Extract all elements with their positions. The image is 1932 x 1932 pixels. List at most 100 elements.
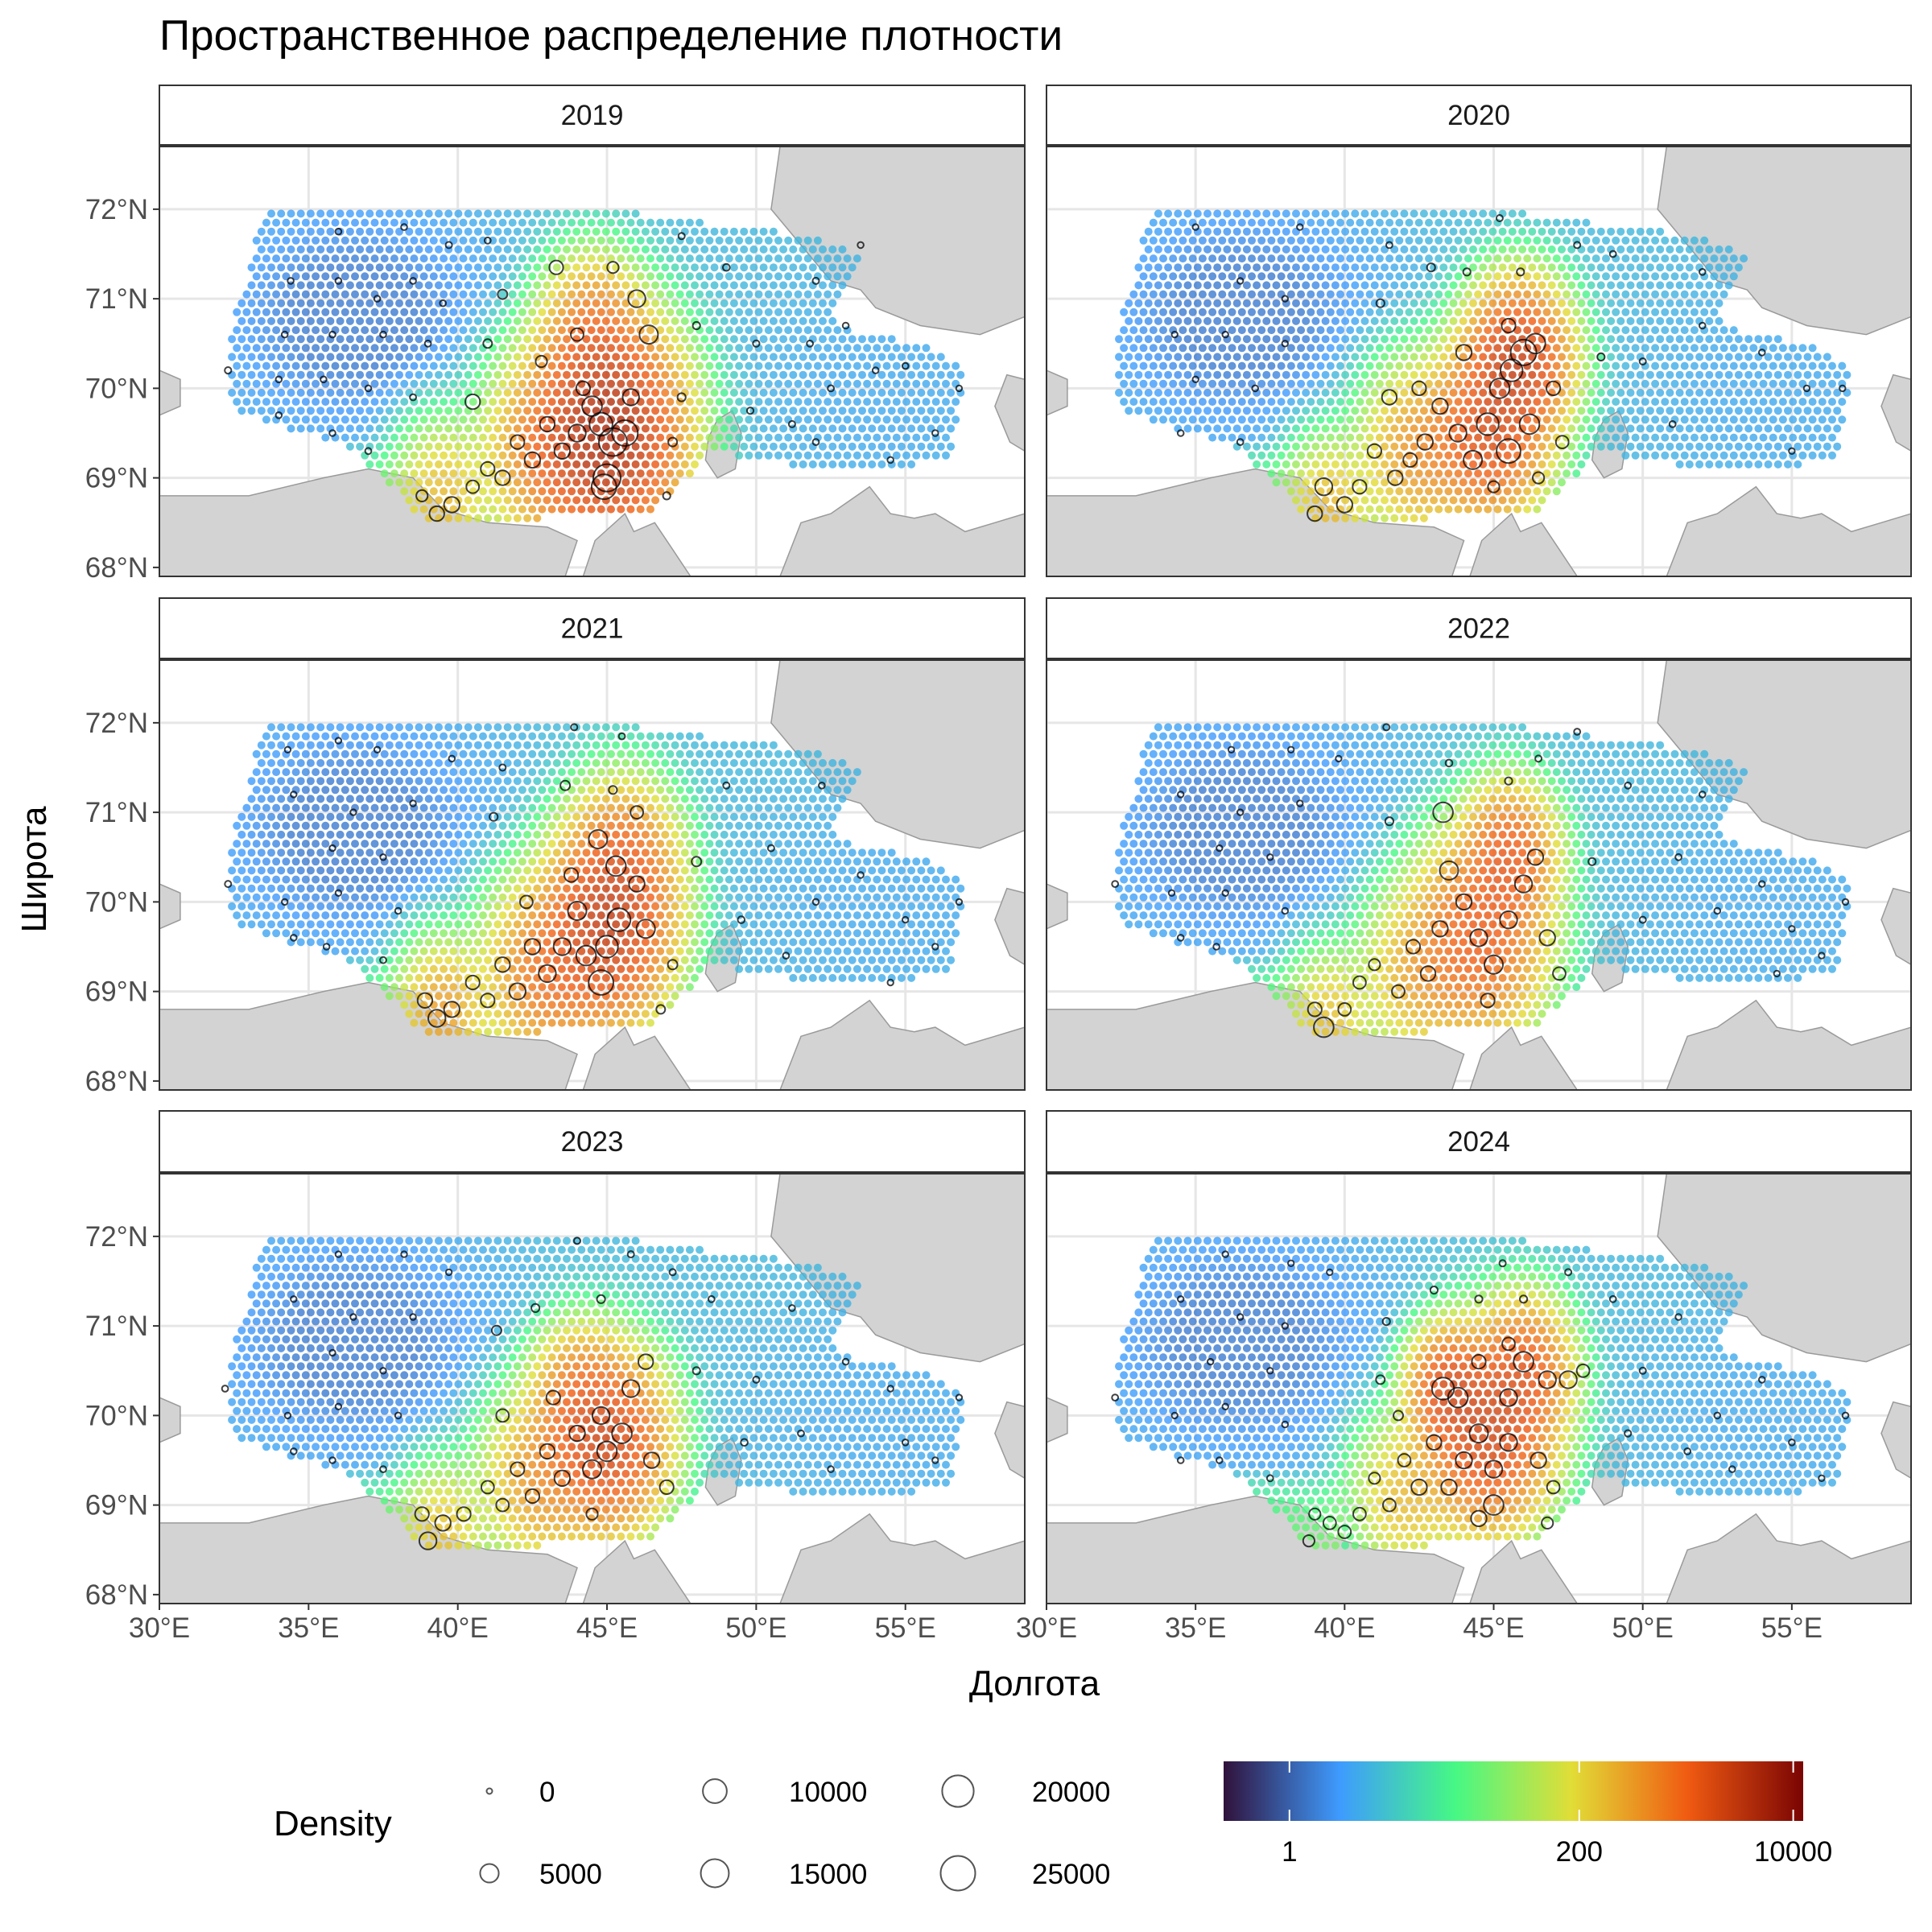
grid-cell bbox=[661, 227, 670, 236]
grid-cell bbox=[390, 415, 398, 424]
grid-cell bbox=[927, 388, 935, 397]
grid-cell bbox=[1488, 209, 1497, 218]
grid-cell bbox=[784, 361, 793, 370]
grid-cell bbox=[498, 911, 507, 920]
grid-cell bbox=[291, 344, 300, 353]
grid-cell bbox=[848, 424, 857, 433]
grid-cell bbox=[636, 947, 645, 956]
grid-cell bbox=[685, 469, 694, 478]
grid-cell bbox=[651, 478, 660, 487]
grid-cell bbox=[1169, 398, 1178, 407]
grid-cell bbox=[513, 388, 522, 397]
grid-cell bbox=[1582, 326, 1591, 335]
grid-cell bbox=[1552, 361, 1561, 370]
grid-cell bbox=[454, 920, 463, 929]
grid-cell bbox=[882, 893, 891, 902]
grid-cell bbox=[715, 326, 724, 335]
grid-cell bbox=[601, 353, 610, 361]
grid-cell bbox=[568, 308, 576, 316]
grid-cell bbox=[666, 929, 675, 938]
grid-cell bbox=[892, 893, 901, 902]
grid-cell bbox=[803, 893, 812, 902]
grid-cell bbox=[312, 893, 320, 902]
grid-cell bbox=[508, 236, 517, 245]
grid-cell bbox=[1183, 335, 1192, 344]
grid-cell bbox=[1154, 370, 1162, 379]
grid-cell bbox=[868, 973, 877, 982]
grid-cell bbox=[454, 992, 463, 1001]
grid-cell bbox=[306, 370, 315, 379]
grid-cell bbox=[759, 388, 768, 397]
grid-cell bbox=[547, 379, 556, 388]
grid-cell bbox=[1705, 388, 1714, 397]
grid-cell bbox=[794, 326, 803, 335]
grid-cell bbox=[631, 956, 640, 964]
grid-cell bbox=[1675, 316, 1684, 325]
grid-cell bbox=[326, 209, 335, 218]
grid-cell bbox=[666, 218, 675, 227]
grid-cell bbox=[301, 361, 310, 370]
grid-cell bbox=[1769, 379, 1777, 388]
grid-cell bbox=[1414, 308, 1423, 316]
grid-cell bbox=[666, 893, 675, 902]
grid-cell bbox=[691, 938, 699, 947]
grid-cell bbox=[503, 335, 512, 344]
grid-cell bbox=[291, 218, 300, 227]
grid-cell bbox=[636, 236, 645, 245]
grid-cell bbox=[641, 442, 650, 451]
grid-cell bbox=[784, 236, 793, 245]
grid-cell bbox=[656, 469, 665, 478]
grid-cell bbox=[543, 370, 551, 379]
grid-cell bbox=[1375, 308, 1384, 316]
grid-cell bbox=[1242, 370, 1251, 379]
grid-cell bbox=[547, 218, 556, 227]
grid-cell bbox=[1277, 361, 1286, 370]
grid-cell bbox=[361, 398, 369, 407]
grid-cell bbox=[1154, 281, 1162, 290]
grid-cell bbox=[824, 254, 832, 263]
grid-cell bbox=[1139, 236, 1148, 245]
grid-cell bbox=[587, 344, 596, 353]
grid-cell bbox=[518, 236, 526, 245]
grid-cell bbox=[473, 209, 482, 218]
grid-cell bbox=[947, 388, 956, 397]
grid-cell bbox=[631, 973, 640, 982]
grid-cell bbox=[1188, 236, 1197, 245]
grid-cell bbox=[262, 911, 270, 920]
grid-cell bbox=[577, 361, 586, 370]
grid-cell bbox=[306, 316, 315, 325]
grid-cell bbox=[1223, 227, 1232, 236]
grid-cell bbox=[1567, 460, 1576, 469]
grid-cell bbox=[1292, 407, 1300, 415]
grid-cell bbox=[848, 920, 857, 929]
grid-cell bbox=[1645, 227, 1654, 236]
grid-cell bbox=[503, 920, 512, 929]
grid-cell bbox=[473, 335, 482, 344]
grid-cell bbox=[479, 433, 487, 442]
grid-cell bbox=[459, 469, 468, 478]
grid-cell bbox=[601, 370, 610, 379]
grid-cell bbox=[1232, 245, 1241, 254]
grid-cell bbox=[568, 398, 576, 407]
grid-cell bbox=[1419, 353, 1428, 361]
grid-cell bbox=[1390, 460, 1399, 469]
grid-cell bbox=[631, 388, 640, 397]
grid-cell bbox=[1341, 209, 1350, 218]
grid-cell bbox=[1425, 218, 1433, 227]
grid-cell bbox=[1321, 299, 1330, 308]
grid-cell bbox=[1631, 379, 1640, 388]
grid-cell bbox=[813, 947, 822, 956]
grid-cell bbox=[729, 353, 738, 361]
grid-cell bbox=[277, 388, 286, 397]
grid-cell bbox=[1454, 415, 1463, 424]
grid-cell bbox=[1488, 460, 1497, 469]
grid-cell bbox=[572, 442, 581, 451]
grid-cell bbox=[469, 415, 477, 424]
grid-cell bbox=[617, 433, 625, 442]
grid-cell bbox=[1129, 326, 1138, 335]
station-point bbox=[662, 491, 671, 501]
grid-cell bbox=[1149, 308, 1158, 316]
grid-cell bbox=[1621, 433, 1630, 442]
grid-cell bbox=[740, 370, 749, 379]
grid-cell bbox=[1242, 299, 1251, 308]
